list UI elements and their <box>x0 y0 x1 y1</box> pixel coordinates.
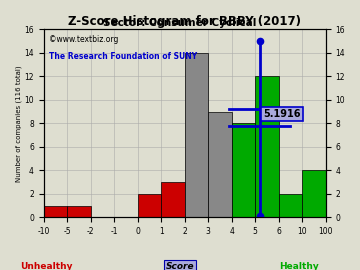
Bar <box>138 194 161 217</box>
Text: Unhealthy: Unhealthy <box>21 262 73 270</box>
Bar <box>185 53 208 217</box>
Y-axis label: Number of companies (116 total): Number of companies (116 total) <box>15 65 22 182</box>
Bar <box>208 112 231 217</box>
Bar <box>302 170 326 217</box>
Title: Z-Score Histogram for BBBY (2017): Z-Score Histogram for BBBY (2017) <box>68 15 301 28</box>
Text: 5.1916: 5.1916 <box>263 109 301 119</box>
Bar <box>161 182 185 217</box>
Bar <box>67 206 91 217</box>
Text: Sector: Consumer Cyclical: Sector: Consumer Cyclical <box>103 18 257 28</box>
Bar <box>44 206 67 217</box>
Text: Score: Score <box>166 262 194 270</box>
Bar <box>279 194 302 217</box>
Bar <box>231 123 255 217</box>
Text: Healthy: Healthy <box>279 262 319 270</box>
Bar <box>255 76 279 217</box>
Text: The Research Foundation of SUNY: The Research Foundation of SUNY <box>49 52 197 61</box>
Text: ©www.textbiz.org: ©www.textbiz.org <box>49 35 119 44</box>
